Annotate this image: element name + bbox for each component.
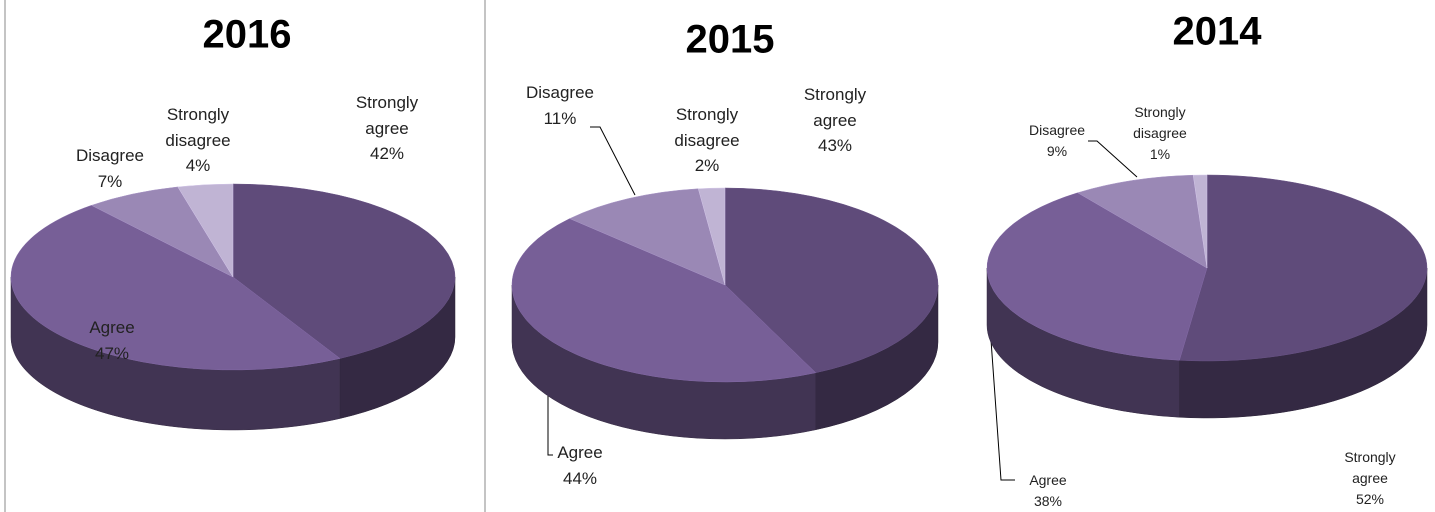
- category-label: Strongly disagree: [674, 105, 740, 150]
- pie-slice: [986, 192, 1208, 361]
- data-label: Disagree 9%: [1020, 120, 1095, 162]
- category-label: Disagree: [75, 146, 145, 165]
- pie-slice: [177, 183, 234, 278]
- value-label: 42%: [369, 144, 405, 163]
- pie-slice: [1179, 174, 1428, 362]
- pie-slice: [724, 187, 939, 374]
- pie-slice: [697, 187, 726, 286]
- value-label: 11%: [543, 108, 577, 128]
- category-label: Agree: [89, 318, 135, 337]
- data-label: Disagree 11%: [515, 80, 605, 131]
- category-label: Disagree: [525, 83, 595, 102]
- value-label: 44%: [562, 468, 598, 488]
- data-label: Disagree 7%: [65, 143, 155, 194]
- data-label: Agree 44%: [535, 440, 625, 491]
- data-label: Strongly disagree 4%: [153, 102, 243, 179]
- value-label: 4%: [185, 156, 211, 175]
- category-label: Strongly agree: [1344, 449, 1396, 486]
- leader-line: [990, 339, 1015, 481]
- value-label: 1%: [1149, 146, 1171, 162]
- data-label: Strongly agree 52%: [1333, 447, 1408, 510]
- value-label: 7%: [97, 171, 123, 191]
- value-label: 47%: [94, 343, 130, 363]
- chart-title: 2016: [202, 12, 292, 57]
- pie-slice: [511, 218, 817, 383]
- data-label: Agree 47%: [67, 315, 157, 366]
- value-label: 38%: [1033, 493, 1063, 509]
- category-label: Strongly agree: [355, 93, 419, 138]
- category-label: Strongly agree: [803, 85, 867, 130]
- category-label: Agree: [1029, 472, 1067, 488]
- pie-slice: [1192, 174, 1208, 269]
- value-label: 2%: [694, 156, 720, 175]
- data-label: Strongly disagree 2%: [662, 102, 752, 179]
- pie-slice: [10, 205, 341, 371]
- value-label: 52%: [1355, 491, 1385, 507]
- chart-title: 2015: [685, 17, 775, 62]
- pie-slice: [232, 183, 456, 359]
- data-label: Strongly agree 43%: [790, 82, 880, 159]
- data-label: Strongly agree 42%: [342, 90, 432, 167]
- category-label: Strongly disagree: [1133, 104, 1187, 141]
- pie-slice: [1077, 174, 1208, 269]
- value-label: 43%: [817, 136, 853, 155]
- data-label: Agree 38%: [1011, 470, 1086, 512]
- chart-title: 2014: [1172, 9, 1262, 54]
- leader-line: [590, 126, 636, 196]
- category-label: Strongly disagree: [165, 105, 231, 150]
- pie-slice: [569, 188, 726, 286]
- value-label: 9%: [1046, 143, 1068, 159]
- leader-line: [1088, 140, 1138, 178]
- data-label: Strongly disagree 1%: [1123, 102, 1198, 165]
- category-label: Agree: [557, 443, 603, 462]
- category-label: Disagree: [1028, 122, 1086, 138]
- leader-line: [547, 390, 553, 456]
